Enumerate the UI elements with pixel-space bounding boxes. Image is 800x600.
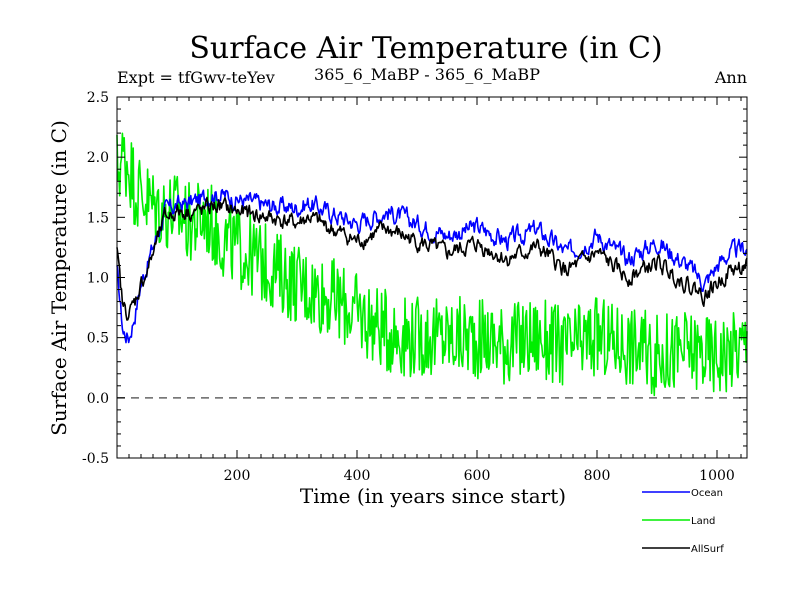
y-tick-label: 0.5 <box>87 331 109 347</box>
plot-frame <box>116 96 748 459</box>
series-line-allsurf <box>116 196 748 321</box>
chart-subtitle-center: 365_6_MaBP - 365_6_MaBP <box>314 65 540 84</box>
y-tick-label: 2.5 <box>87 90 109 106</box>
y-tick-label: 2.0 <box>87 150 109 166</box>
plot-area: 200 400 600 800 1000 -0.5 0.0 0.5 1.0 1.5 2.0 2.5 <box>82 90 748 484</box>
chart-subtitle-left: Expt = tfGwv-teYev <box>117 68 275 87</box>
series-layer <box>116 132 748 397</box>
x-axis-label: Time (in years since start) <box>300 484 566 508</box>
series-line-land <box>116 132 748 397</box>
legend-label-allsurf: AllSurf <box>691 544 724 555</box>
x-tick-label: 1000 <box>699 468 735 484</box>
chart-subtitle-right: Ann <box>714 68 747 87</box>
y-axis-label: Surface Air Temperature (in C) <box>47 120 71 436</box>
legend: Ocean Land AllSurf <box>642 488 724 555</box>
legend-label-land: Land <box>691 516 715 527</box>
chart-title: Surface Air Temperature (in C) <box>189 31 662 66</box>
y-tick-label: 0.0 <box>87 391 109 407</box>
x-tick-label: 200 <box>224 468 251 484</box>
y-tick-label: 1.0 <box>87 271 109 287</box>
x-tick-label: 400 <box>344 468 371 484</box>
legend-label-ocean: Ocean <box>691 488 723 499</box>
y-tick-label: 1.5 <box>87 210 109 226</box>
x-tick-label: 600 <box>464 468 491 484</box>
x-tick-label: 800 <box>584 468 611 484</box>
y-tick-label: -0.5 <box>82 451 109 467</box>
ticks-layer: 200 400 600 800 1000 -0.5 0.0 0.5 1.0 1.5 2.0 2.5 <box>82 90 747 484</box>
